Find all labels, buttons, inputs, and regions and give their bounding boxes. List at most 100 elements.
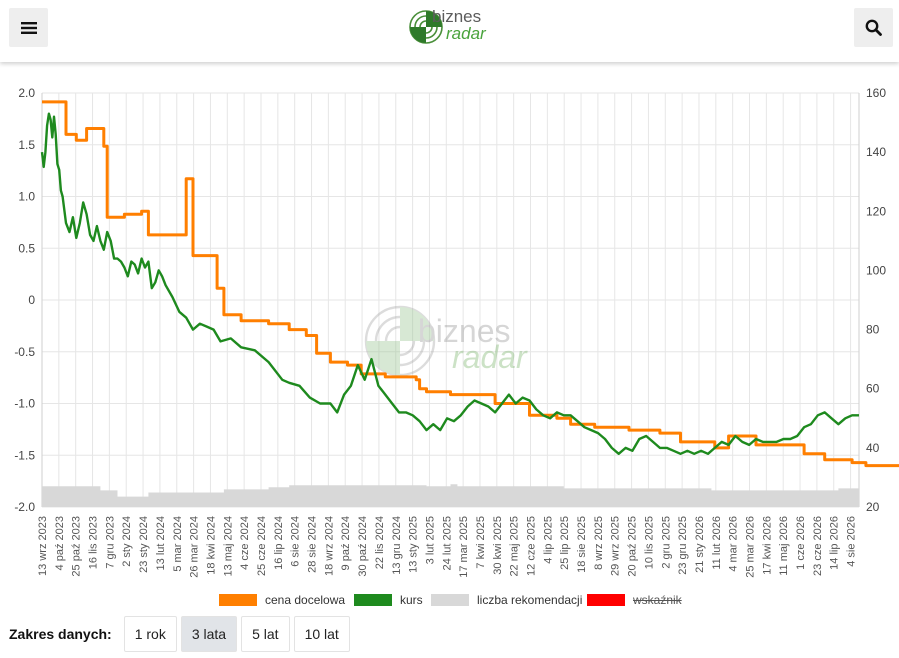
x-tick-label: 7 gru 2023 [104,516,116,569]
magnifier-icon [865,19,882,36]
range-button-10y[interactable]: 10 lat [293,616,350,652]
legend-swatch-count [431,594,469,606]
x-tick-label: 25 lip 2025 [559,516,571,570]
legend-item-count[interactable]: liczba rekomendacji [431,590,582,610]
chart-grid [41,92,860,508]
right-axis: 160 140 120 100 80 60 40 20 [866,86,886,514]
x-tick-label: 14 lip 2026 [829,516,841,570]
x-tick-label: 28 sie 2024 [307,516,319,573]
legend-item-price[interactable]: kurs [354,590,423,610]
x-tick-label: 1 cze 2026 [795,516,807,570]
logo-radar-icon [409,10,443,44]
x-tick-label: 25 cze 2024 [256,516,268,576]
left-tick-label: -2.0 [14,500,35,514]
menu-button[interactable] [9,8,48,47]
x-tick-label: 13 maj 2024 [222,516,234,577]
watermark-line1: biznes [418,313,511,349]
left-tick-label: -1.5 [14,448,35,462]
range-button-3y[interactable]: 3 lata [180,616,238,652]
x-tick-label: 5 mar 2024 [172,516,184,572]
series-line-price [40,112,859,455]
x-tick-label: 30 kwi 2025 [492,516,504,575]
legend-label-price: kurs [400,593,423,607]
legend-item-target[interactable]: cena docelowa [219,590,345,610]
legend-label-count: liczba rekomendacji [477,593,583,607]
series-line-target [42,100,899,468]
right-tick-label: 60 [866,382,880,396]
right-tick-label: 20 [866,500,880,514]
x-tick-label: 29 wrz 2025 [610,516,622,576]
left-tick-label: 0 [28,293,35,307]
x-tick-label: 18 sie 2025 [576,516,588,573]
right-tick-label: 80 [866,323,880,337]
x-tick-label: 17 kwi 2026 [761,516,773,575]
watermark-line2: radar [452,339,528,375]
x-tick-label: 18 wrz 2024 [323,516,335,576]
x-tick-label: 26 mar 2024 [189,516,201,578]
x-tick-label: 4 lip 2025 [542,516,554,564]
x-tick-label: 12 cze 2025 [526,516,538,576]
x-tick-label: 16 lis 2023 [88,516,100,569]
x-tick-label: 23 gru 2025 [677,516,689,575]
x-tick-label: 13 gru 2024 [391,516,403,575]
x-tick-label: 18 kwi 2024 [205,516,217,575]
x-tick-label: 4 mar 2026 [728,516,740,572]
x-tick-label: 30 paź 2024 [357,516,369,577]
x-tick-label: 4 sie 2026 [846,516,858,567]
right-tick-label: 120 [866,204,886,218]
series-area-count [42,484,859,507]
right-tick-label: 100 [866,263,886,277]
x-tick-label: 20 paź 2025 [627,516,639,577]
logo-line2: radar [446,24,486,43]
chart-watermark: biznes radar [364,305,528,377]
x-tick-label: 9 paź 2024 [340,516,352,570]
legend-swatch-price [354,594,392,606]
x-tick-label: 11 maj 2026 [778,516,790,576]
chart-legend: cena docelowa kurs liczba rekomendacji w… [0,590,899,610]
x-tick-label: 17 mar 2025 [458,516,470,578]
x-tick-label: 23 sty 2024 [138,516,150,573]
x-tick-label: 2 gru 2025 [660,516,672,569]
x-tick-label: 25 mar 2026 [745,516,757,578]
left-axis: 2.0 1.5 1.0 0.5 0 -0.5 -1.0 -1.5 -2.0 [14,86,35,514]
x-tick-label: 22 lis 2024 [374,516,386,569]
legend-label-target: cena docelowa [265,593,346,607]
legend-swatch-indicator [587,594,625,606]
logo-line1: biznes [432,7,482,26]
logo-text: biznes radar [432,8,486,42]
x-tick-label: 16 lip 2024 [273,516,285,570]
legend-item-indicator[interactable]: wskaźnik [587,590,682,610]
legend-label-indicator: wskaźnik [633,593,682,607]
range-button-5y[interactable]: 5 lat [241,616,290,652]
x-tick-label: 21 sty 2026 [694,516,706,573]
range-label: Zakres danych: [9,626,112,642]
range-selector: Zakres danych: 1 rok 3 lata 5 lat 10 lat [9,616,354,652]
watermark-radar-icon [364,305,436,377]
left-tick-label: 1.5 [18,138,35,152]
range-button-1y[interactable]: 1 rok [123,616,177,652]
x-tick-label: 22 maj 2025 [509,516,521,577]
x-tick-label: 23 cze 2026 [812,516,824,576]
legend-swatch-target [219,594,257,606]
x-tick-label: 4 cze 2024 [239,516,251,570]
x-tick-label: 8 wrz 2025 [593,516,605,570]
site-logo[interactable]: biznes radar [408,7,498,47]
x-tick-label: 3 lut 2025 [424,516,436,564]
count-area-layer [42,484,859,507]
right-tick-label: 40 [866,441,880,455]
x-tick-label: 2 sty 2024 [121,516,133,567]
left-tick-label: -0.5 [14,345,35,359]
left-tick-label: -1.0 [14,397,35,411]
x-tick-label: 10 lis 2025 [643,516,655,569]
search-button[interactable] [854,8,893,47]
right-tick-label: 160 [866,86,886,100]
x-tick-label: 6 sie 2024 [290,516,302,567]
right-tick-label: 140 [866,145,886,159]
x-tick-label: 13 wrz 2023 [37,516,49,576]
left-tick-label: 2.0 [18,86,35,100]
x-tick-label: 25 paź 2023 [71,516,83,577]
price-chart: biznes radar 2.0 1.5 1.0 0.5 0 -0.5 -1.0 -1.5 -2… [0,80,899,610]
x-axis: 13 wrz 2023 4 paź 2023 25 paź 2023 16 lis 2… [37,516,858,578]
series-lines [40,100,899,468]
x-tick-label: 11 lut 2026 [711,516,723,570]
